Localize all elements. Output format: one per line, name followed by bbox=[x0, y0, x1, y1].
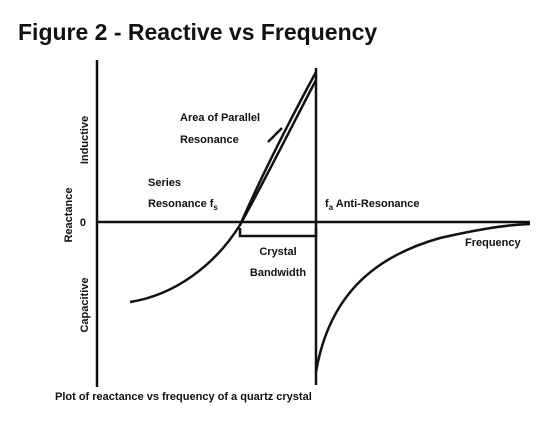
zero-label: 0 bbox=[80, 217, 86, 229]
bandwidth-label: Bandwidth bbox=[250, 267, 306, 279]
bandwidth-bracket bbox=[238, 228, 318, 238]
anti-subscript: a bbox=[329, 203, 334, 212]
reactance-label: Reactance bbox=[63, 187, 75, 242]
series-label: Resonance fs bbox=[148, 198, 218, 212]
parallel-label: Resonance bbox=[180, 134, 239, 146]
capacitive-label: Capacitive bbox=[79, 277, 91, 332]
upper-reactance-curve bbox=[314, 222, 531, 373]
bandwidth-label: Crystal bbox=[259, 246, 296, 258]
series-label: Resonance f bbox=[148, 198, 214, 210]
parallel-resonance-curve bbox=[238, 71, 318, 226]
series-subscript: s bbox=[213, 203, 218, 212]
anti-symbol: f bbox=[325, 198, 329, 210]
anti-text: Anti-Resonance bbox=[333, 198, 419, 210]
inductive-label: Inductive bbox=[79, 116, 91, 164]
title: Figure 2 - Reactive vs Frequency bbox=[18, 19, 377, 45]
anti-resonance-label: fa Anti-Resonance bbox=[325, 198, 420, 212]
frequency-label: Frequency bbox=[465, 237, 522, 249]
pointer bbox=[267, 127, 283, 143]
caption: Plot of reactance vs frequency of a quar… bbox=[55, 391, 312, 403]
parallel-label: Area of Parallel bbox=[180, 112, 260, 124]
series-label: Series bbox=[148, 177, 181, 189]
